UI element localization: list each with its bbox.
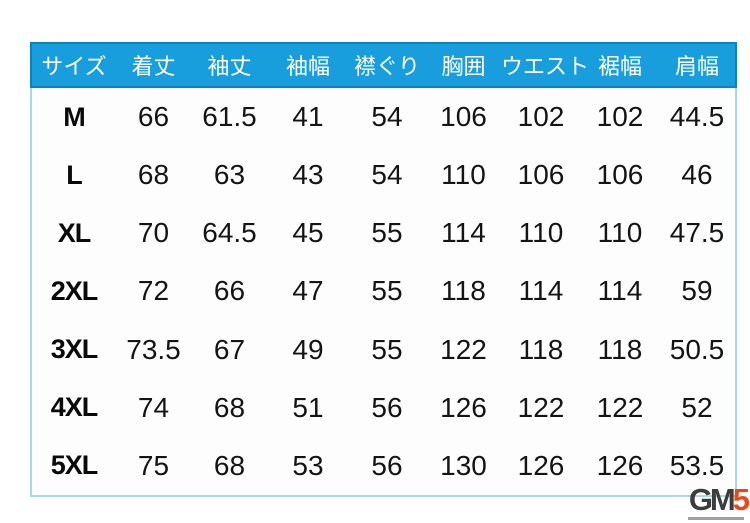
- size-label: XL: [57, 217, 92, 248]
- cell: 64.5: [202, 217, 257, 249]
- size-label: 4XL: [50, 392, 99, 423]
- cell: 106: [517, 159, 565, 191]
- table-body: M 66 61.5 41 54 106 102 102 44.5 L 68 63…: [30, 88, 737, 497]
- table-row: 4XL 74 68 51 56 126 122 122 52: [32, 379, 735, 437]
- cell: 126: [517, 449, 565, 481]
- cell: 110: [441, 159, 486, 191]
- cell: 63: [213, 159, 246, 191]
- cell: 49: [292, 333, 324, 365]
- cell: 51: [292, 391, 324, 423]
- cell: 47.5: [669, 217, 725, 249]
- cell: 114: [441, 217, 486, 249]
- cell: 126: [440, 391, 487, 423]
- cell: 53: [292, 449, 324, 481]
- column-header-length: 着丈: [131, 54, 176, 79]
- column-header-chest: 胸囲: [441, 54, 486, 79]
- column-header-sleeve-width: 袖幅: [285, 54, 330, 79]
- cell: 106: [596, 159, 644, 191]
- cell: 55: [371, 217, 403, 249]
- cell: 72: [137, 275, 170, 307]
- cell: 106: [440, 101, 487, 133]
- cell: 68: [213, 391, 246, 423]
- cell: 73.5: [126, 333, 181, 365]
- cell: 55: [371, 275, 403, 307]
- cell: 54: [371, 159, 403, 191]
- table-row: XL 70 64.5 45 55 114 110 110 47.5: [32, 204, 735, 262]
- cell: 66: [213, 275, 246, 307]
- cell: 74: [137, 391, 170, 423]
- column-header-shoulder: 肩幅: [674, 54, 719, 79]
- column-header-hem-width: 裾幅: [597, 54, 642, 79]
- gm5-logo: GM5: [688, 482, 750, 520]
- size-label: M: [63, 101, 86, 132]
- column-header-neckline: 襟ぐり: [353, 54, 420, 79]
- cell: 61.5: [202, 101, 257, 133]
- cell: 41: [292, 101, 324, 133]
- table-row: 3XL 73.5 67 49 55 122 118 118 50.5: [32, 321, 735, 379]
- cell: 114: [597, 275, 643, 307]
- table-row: L 68 63 43 54 110 106 106 46: [32, 146, 735, 204]
- column-header-size: サイズ: [41, 54, 107, 79]
- cell: 46: [681, 159, 713, 191]
- cell: 130: [440, 449, 487, 481]
- gm5-logo-text: GM5: [688, 482, 750, 517]
- cell: 68: [213, 449, 246, 481]
- table-header-row: サイズ 着丈 袖丈 袖幅 襟ぐり 胸囲 ウエスト 裾幅 肩幅: [30, 42, 737, 88]
- cell: 118: [441, 275, 486, 307]
- table-row: 2XL 72 66 47 55 118 114 114 59: [32, 262, 735, 320]
- cell: 122: [440, 333, 487, 365]
- cell: 59: [681, 275, 713, 307]
- column-header-waist: ウエスト: [501, 54, 590, 79]
- cell: 122: [517, 391, 565, 423]
- cell: 66: [137, 101, 170, 133]
- size-label: 5XL: [50, 450, 99, 481]
- cell: 110: [518, 217, 564, 249]
- cell: 70: [137, 217, 170, 249]
- cell: 45: [292, 217, 324, 249]
- cell: 47: [292, 275, 324, 307]
- cell: 50.5: [669, 333, 725, 365]
- column-header-sleeve-length: 袖丈: [207, 54, 252, 79]
- cell: 53.5: [669, 449, 725, 481]
- size-label: 2XL: [50, 275, 99, 306]
- table-row: M 66 61.5 41 54 106 102 102 44.5: [32, 88, 735, 146]
- size-chart-table: サイズ 着丈 袖丈 袖幅 襟ぐり 胸囲 ウエスト 裾幅 肩幅 M 66 61.5…: [30, 42, 737, 497]
- size-label: L: [66, 159, 83, 190]
- cell: 56: [371, 391, 403, 423]
- cell: 118: [518, 333, 564, 365]
- table-row: 5XL 75 68 53 56 130 126 126 53.5: [32, 437, 735, 495]
- size-label: 3XL: [50, 334, 99, 365]
- cell: 114: [518, 275, 564, 307]
- cell: 102: [596, 101, 644, 133]
- cell: 54: [371, 101, 403, 133]
- cell: 52: [681, 391, 713, 423]
- cell: 55: [371, 333, 403, 365]
- cell: 67: [213, 333, 246, 365]
- cell: 118: [597, 333, 643, 365]
- logo-gm-letters: GM: [688, 482, 736, 517]
- cell: 44.5: [669, 101, 725, 133]
- cell: 56: [371, 449, 403, 481]
- cell: 75: [137, 449, 170, 481]
- logo-five-digit: 5: [732, 482, 750, 517]
- cell: 126: [596, 449, 644, 481]
- logo-tagline-line: [688, 517, 744, 520]
- cell: 102: [517, 101, 565, 133]
- cell: 110: [597, 217, 643, 249]
- cell: 68: [137, 159, 170, 191]
- cell: 43: [292, 159, 324, 191]
- cell: 122: [596, 391, 644, 423]
